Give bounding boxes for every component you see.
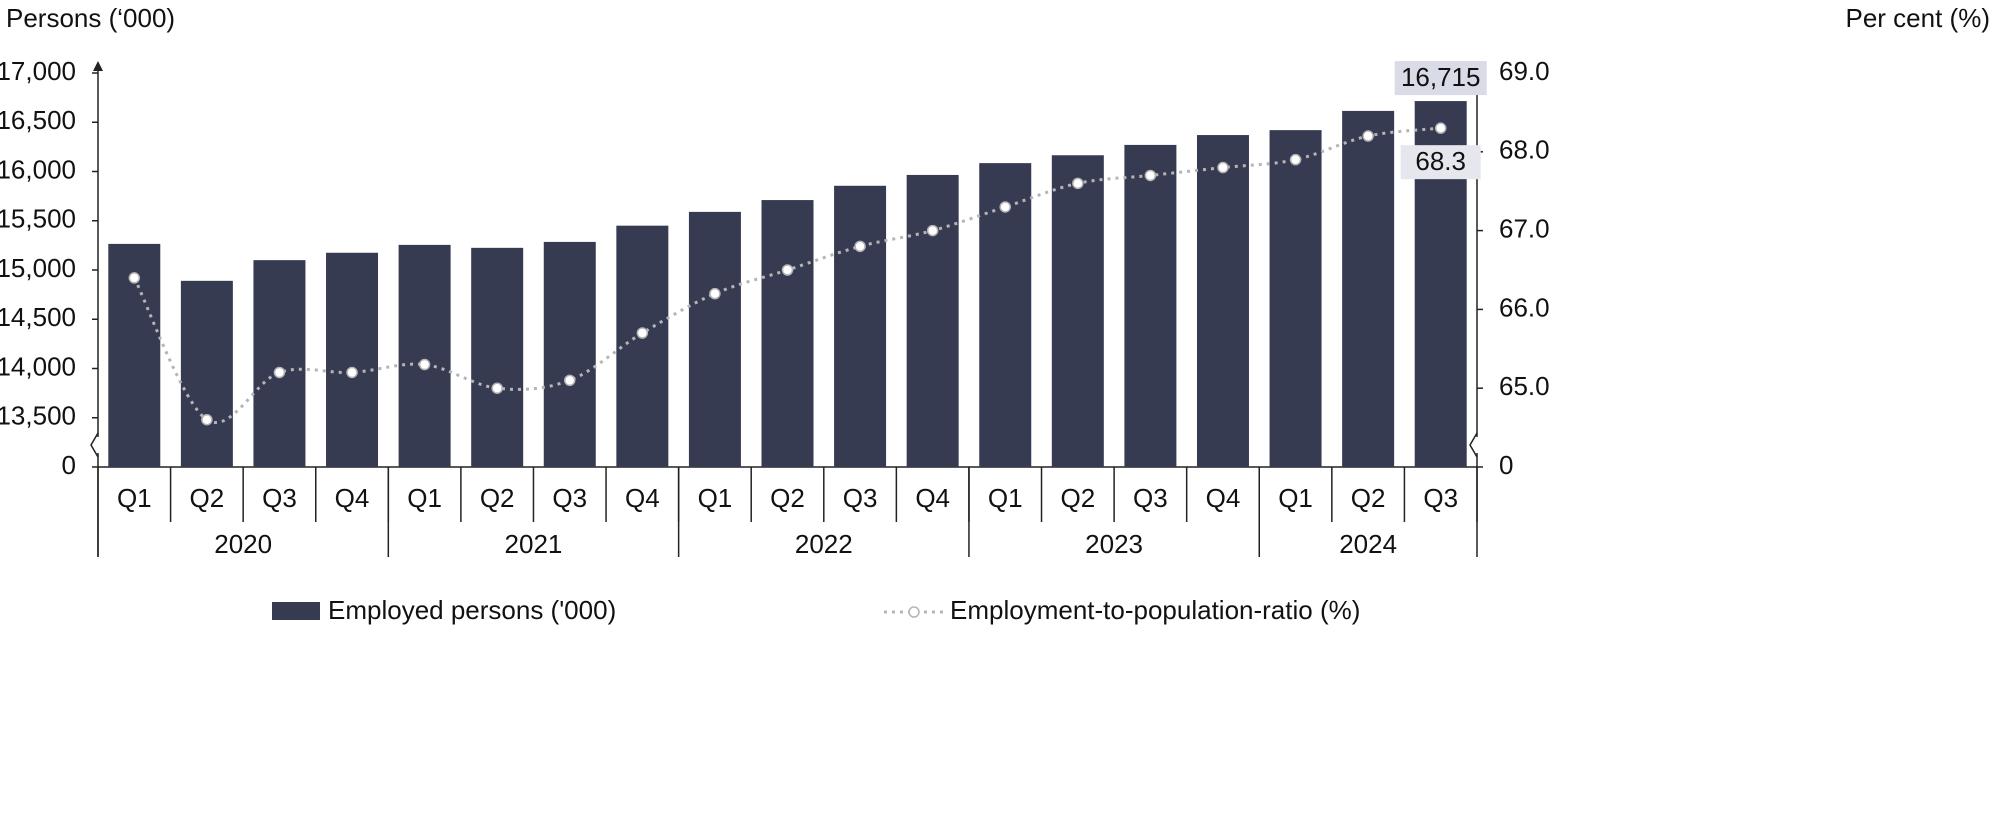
- x-tick-label: Q1: [117, 483, 152, 513]
- point: [709, 287, 721, 300]
- group-label: 2021: [505, 529, 563, 559]
- x-tick-label: Q2: [1351, 483, 1386, 513]
- x-tick-label: Q1: [698, 483, 733, 513]
- x-tick-label: Q4: [1206, 483, 1241, 513]
- x-tick-label: Q1: [1278, 483, 1313, 513]
- x-tick-label: Q1: [988, 483, 1023, 513]
- point: [781, 264, 794, 276]
- legend-label: Employed persons ('000): [328, 595, 616, 625]
- y-tick-label: 15,500: [0, 204, 76, 234]
- legend-swatch: [272, 602, 320, 620]
- y-tick-label: 0: [62, 450, 76, 480]
- x-tick-label: Q4: [915, 483, 950, 513]
- x-tick-label: Q1: [407, 483, 442, 513]
- bar: [616, 225, 669, 467]
- point: [1144, 169, 1157, 182]
- point: [128, 272, 141, 284]
- bar: [543, 241, 596, 467]
- x-tick-label: Q3: [552, 483, 587, 513]
- y2-tick-label: 68.0: [1499, 135, 1550, 165]
- y-tick-label: 13,500: [0, 401, 76, 431]
- bar: [834, 185, 887, 467]
- bar: [1051, 155, 1104, 467]
- x-tick-label: Q2: [190, 483, 225, 513]
- bar: [398, 244, 451, 467]
- y-tick-label: 16,000: [0, 154, 76, 184]
- y-tick-label: 14,500: [0, 302, 76, 332]
- y-tick-label: 17,000: [0, 56, 76, 86]
- bar: [471, 247, 524, 467]
- point: [564, 374, 576, 387]
- value-label-bg: [1394, 61, 1487, 96]
- bar: [180, 280, 233, 467]
- value-label: 68.3: [1415, 146, 1466, 176]
- group-label: 2024: [1339, 529, 1397, 559]
- x-tick-label: Q4: [335, 483, 370, 513]
- x-tick-label: Q3: [1423, 483, 1458, 513]
- x-tick-label: Q4: [625, 483, 660, 513]
- y2-tick-label: 69.0: [1499, 56, 1550, 86]
- group-label: 2022: [795, 529, 853, 559]
- y2-tick-label: 66.0: [1499, 292, 1550, 322]
- point: [999, 201, 1011, 213]
- x-tick-label: Q2: [770, 483, 805, 513]
- y-tick-label: 15,000: [0, 253, 76, 283]
- group-label: 2020: [214, 529, 272, 559]
- bar: [1269, 130, 1322, 467]
- x-tick-label: Q2: [1060, 483, 1095, 513]
- point: [491, 382, 503, 394]
- axis-break-bg: [90, 437, 106, 453]
- value-label-bg: [1400, 145, 1481, 180]
- y-tick-label: 14,000: [0, 351, 76, 381]
- bar: [1196, 135, 1249, 467]
- bar: [906, 174, 959, 467]
- value-label: 16,715: [1401, 62, 1481, 92]
- legend-swatch: [908, 606, 920, 618]
- point: [636, 327, 649, 339]
- x-tick-label: Q3: [1133, 483, 1168, 513]
- y2-tick-label: 0: [1499, 450, 1513, 480]
- y-axis-title: Persons (‘000): [6, 3, 175, 33]
- point: [1072, 177, 1084, 190]
- group-label: 2023: [1085, 529, 1143, 559]
- bar: [1342, 110, 1395, 468]
- bar: [688, 211, 741, 467]
- bar: [326, 252, 379, 467]
- bar: [761, 200, 814, 467]
- point: [1217, 161, 1229, 174]
- bar: [1124, 144, 1177, 467]
- bar: [253, 260, 306, 467]
- point: [346, 366, 358, 379]
- y-tick-label: 16,500: [0, 105, 76, 135]
- point: [1434, 122, 1447, 134]
- point: [1362, 130, 1374, 142]
- axis-break-bg: [1469, 437, 1485, 453]
- y2-axis-title: Per cent (%): [1846, 3, 1991, 33]
- axis-break: [1469, 432, 1478, 458]
- y-axis-arrow: [93, 61, 103, 71]
- legend-label: Employment-to-population-ratio (%): [950, 595, 1360, 625]
- point: [418, 358, 431, 371]
- x-tick-label: Q3: [843, 483, 878, 513]
- x-tick-label: Q3: [262, 483, 297, 513]
- point: [201, 413, 213, 426]
- y2-tick-label: 65.0: [1499, 371, 1550, 401]
- point: [1289, 153, 1302, 166]
- x-tick-label: Q2: [480, 483, 515, 513]
- point: [273, 366, 286, 379]
- point: [854, 240, 866, 253]
- axis-break: [90, 432, 99, 458]
- y2-tick-label: 67.0: [1499, 213, 1550, 243]
- point: [926, 224, 939, 237]
